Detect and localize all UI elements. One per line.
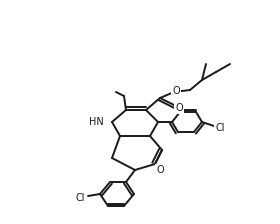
Text: Cl: Cl (75, 193, 85, 203)
Text: HN: HN (89, 117, 104, 127)
Text: O: O (172, 86, 180, 96)
Text: O: O (175, 103, 183, 113)
Text: Cl: Cl (215, 123, 225, 133)
Text: O: O (156, 165, 164, 175)
